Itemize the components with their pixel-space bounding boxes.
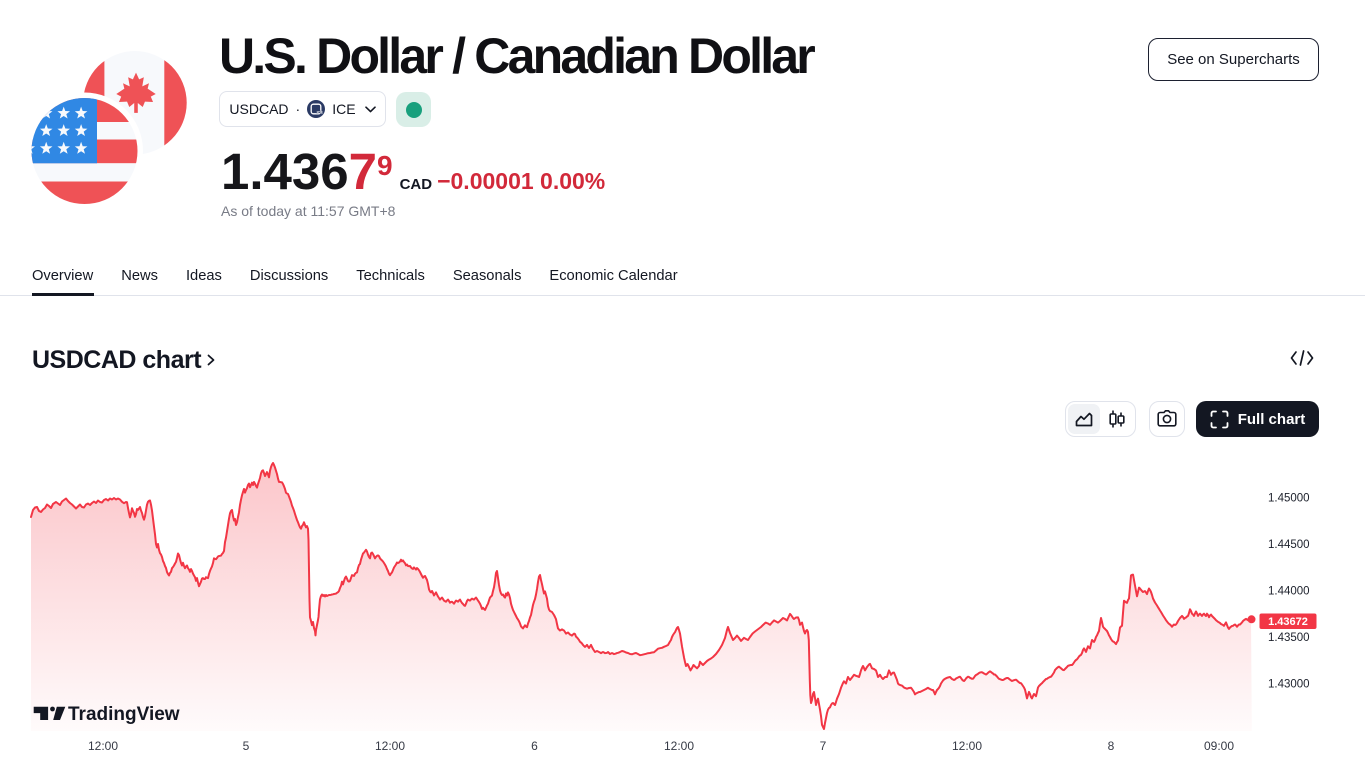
- svg-text:5: 5: [243, 739, 250, 753]
- svg-text:12:00: 12:00: [952, 739, 982, 753]
- svg-text:8: 8: [1108, 739, 1115, 753]
- svg-text:1.44500: 1.44500: [1268, 539, 1310, 551]
- svg-text:09:00: 09:00: [1204, 739, 1234, 753]
- svg-text:6: 6: [531, 739, 538, 753]
- svg-text:1.44000: 1.44000: [1268, 586, 1310, 598]
- svg-text:12:00: 12:00: [375, 739, 405, 753]
- svg-text:12:00: 12:00: [88, 739, 118, 753]
- svg-text:1.43672: 1.43672: [1268, 616, 1308, 628]
- svg-text:12:00: 12:00: [664, 739, 694, 753]
- svg-text:1.43500: 1.43500: [1268, 632, 1310, 644]
- svg-text:TradingView: TradingView: [68, 704, 180, 725]
- svg-text:7: 7: [820, 739, 827, 753]
- svg-text:1.43000: 1.43000: [1268, 679, 1310, 691]
- svg-text:ICE: ICE: [317, 110, 324, 114]
- svg-text:1.45000: 1.45000: [1268, 493, 1310, 505]
